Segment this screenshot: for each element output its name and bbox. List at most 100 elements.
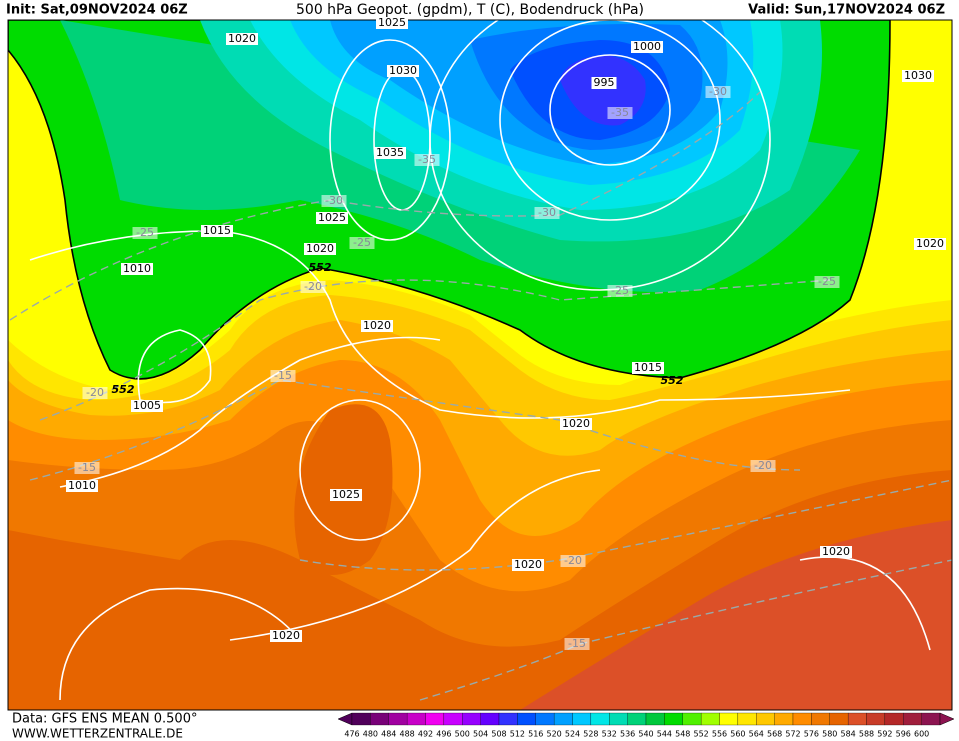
label-box (564, 638, 590, 650)
isobar-label: 1020 (363, 319, 391, 332)
isotherm-label: -20 (304, 280, 322, 293)
colorbar-label: 504 (473, 730, 488, 739)
label-box (349, 237, 375, 249)
colorbar-swatch (388, 712, 408, 726)
colorbar-swatch (609, 712, 628, 726)
isotherm-label: -20 (754, 459, 772, 472)
colorbar-arrow-left (337, 712, 353, 726)
isobars (29, 20, 931, 701)
colorbar-swatch (462, 712, 481, 726)
label-box (632, 362, 664, 374)
isotherm-label: -35 (611, 106, 629, 119)
colorbar-label: 488 (399, 730, 414, 739)
label-box (560, 555, 586, 567)
colorbar-swatch (517, 712, 536, 726)
map-frame (7, 19, 953, 711)
colorbar-swatch (903, 712, 922, 726)
height-label: 552 (661, 374, 684, 387)
isobar-label: 1025 (318, 211, 346, 224)
colorbar-label: 476 (344, 730, 359, 739)
label-box (330, 489, 362, 501)
height-label: 552 (112, 383, 135, 396)
label-box (74, 462, 100, 474)
colorbar-label: 572 (785, 730, 800, 739)
label-box (705, 86, 731, 98)
isobar-label: 1005 (133, 399, 161, 412)
isobar-label: 1020 (562, 417, 590, 430)
isotherm-label: -25 (353, 236, 371, 249)
colorbar-label: 576 (804, 730, 819, 739)
isobar-label: 1020 (514, 558, 542, 571)
isobar-label: 1015 (634, 361, 662, 374)
label-box (132, 227, 158, 239)
label-box (270, 370, 296, 382)
colorbar-swatch (700, 712, 720, 726)
isobar-label: 1035 (376, 146, 404, 159)
isobar-label: 1000 (633, 40, 661, 53)
colorbar-label: 540 (638, 730, 653, 739)
colorbar-swatch (406, 712, 426, 726)
label-box (387, 65, 419, 77)
colorbar-swatch (572, 712, 592, 726)
isobar-label: 1020 (306, 242, 334, 255)
label-box (560, 418, 592, 430)
colorbar-label: 536 (620, 730, 635, 739)
isobar-label: 1015 (203, 224, 231, 237)
isobar-label: 995 (594, 76, 615, 89)
colorbar-swatch (829, 712, 849, 726)
colorbar-label: 528 (583, 730, 598, 739)
colorbar-arrow-right (939, 712, 955, 726)
label-box (374, 147, 406, 159)
colorbar-swatch (719, 712, 739, 726)
isobar-label: 1020 (822, 545, 850, 558)
label-box (631, 41, 663, 53)
colorbar-swatch (590, 712, 610, 726)
label-box (820, 546, 852, 558)
label-box (131, 400, 163, 412)
colorbar-label: 512 (510, 730, 525, 739)
label-box (512, 559, 544, 571)
isotherm-label: -20 (86, 386, 104, 399)
label-box (66, 480, 98, 492)
isobar-label: 1030 (389, 64, 417, 77)
colorbar-swatch (480, 712, 500, 726)
colorbar-swatch (756, 712, 775, 726)
colorbar-swatch (792, 712, 812, 726)
init-time: Init: Sat,09NOV2024 06Z (6, 3, 188, 18)
label-box (226, 33, 258, 45)
colorbar-swatch (682, 712, 702, 726)
isobar-label: 1020 (916, 237, 944, 250)
label-box (750, 460, 776, 472)
label-box (321, 195, 347, 207)
label-box (82, 387, 108, 399)
isobar-label: 1020 (228, 32, 256, 45)
isotherm-label: -30 (538, 206, 556, 219)
colorbar-label: 548 (675, 730, 690, 739)
isotherm-label: -25 (611, 284, 629, 297)
colorbar-label: 524 (565, 730, 580, 739)
colorbar-label: 584 (840, 730, 855, 739)
label-box (121, 263, 153, 275)
colorbar-label: 492 (418, 730, 433, 739)
height-label: 552 (309, 261, 332, 274)
isotherm-label: -20 (564, 554, 582, 567)
isotherm-label: -35 (418, 153, 436, 166)
colorbar-label: 532 (602, 730, 617, 739)
map-title: 500 hPa Geopot. (gpdm), T (C), Bodendruc… (296, 2, 644, 18)
colorbar-label: 480 (363, 730, 378, 739)
isotherm-label: -30 (709, 85, 727, 98)
colorbar-swatch (847, 712, 867, 726)
colorbar-swatch (645, 712, 665, 726)
isobar-label: 1030 (904, 69, 932, 82)
isobar-label: 1025 (378, 16, 406, 29)
colorbar-swatch (664, 712, 683, 726)
colorbar-swatch (535, 712, 555, 726)
label-box (914, 238, 946, 250)
label-box (414, 154, 440, 166)
label-box (361, 320, 393, 332)
isobar-label: 1010 (68, 479, 96, 492)
colorbar-swatch (866, 712, 886, 726)
colorbar-label: 500 (455, 730, 470, 739)
colorbar-swatch (370, 712, 389, 726)
colorbar-label: 520 (546, 730, 561, 739)
